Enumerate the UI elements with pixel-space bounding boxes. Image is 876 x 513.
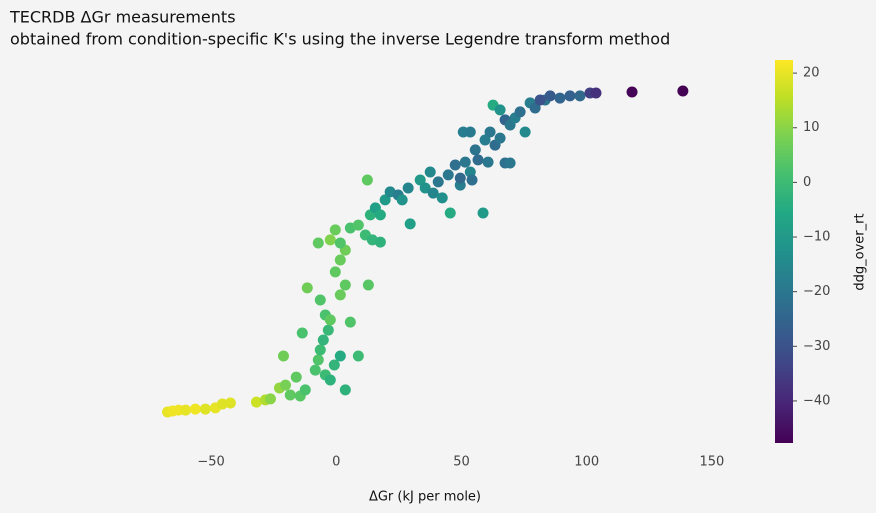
point (296, 327, 308, 339)
point (361, 174, 373, 186)
point (277, 350, 289, 362)
point (414, 174, 426, 186)
point (312, 354, 324, 366)
point (574, 90, 586, 102)
point (344, 316, 356, 328)
colorbar-tick-label: 20 (803, 66, 820, 81)
point (564, 90, 576, 102)
point (494, 104, 506, 116)
point (484, 126, 496, 138)
point (299, 384, 311, 396)
point (224, 397, 236, 409)
colorbar-tick-label: −30 (803, 339, 830, 354)
x-tick-label: 0 (332, 455, 340, 470)
point (554, 92, 566, 104)
colorbar (775, 60, 793, 443)
chart-title: TECRDB ΔGr measurements (9, 8, 236, 27)
point (324, 314, 336, 326)
point (442, 169, 454, 181)
colorbar-tick-label: −10 (803, 230, 830, 245)
point (544, 90, 556, 102)
point (482, 156, 494, 168)
point (534, 94, 546, 106)
point (352, 219, 364, 231)
point (404, 218, 416, 230)
point (339, 384, 351, 396)
point (677, 85, 689, 97)
point (432, 176, 444, 188)
point (472, 154, 484, 166)
point (250, 396, 262, 408)
point (301, 282, 313, 294)
x-tick-label: −50 (197, 455, 224, 470)
colorbar-tick-label: −20 (803, 284, 830, 299)
point (454, 172, 466, 184)
point (279, 379, 291, 391)
colorbar-tick-label: −40 (803, 393, 830, 408)
point (264, 393, 276, 405)
x-tick-label: 100 (574, 455, 599, 470)
point (477, 207, 489, 219)
point (374, 236, 386, 248)
point (339, 279, 351, 291)
point (436, 192, 448, 204)
point (334, 289, 346, 301)
point (328, 359, 340, 371)
point (424, 166, 436, 178)
point (180, 404, 192, 416)
colorbar-tick-label: 10 (803, 120, 820, 135)
point (309, 364, 321, 376)
point (427, 187, 439, 199)
point (334, 254, 346, 266)
point (379, 194, 391, 206)
point (317, 334, 329, 346)
point (444, 207, 456, 219)
point (419, 182, 431, 194)
point (479, 134, 491, 146)
point (464, 126, 476, 138)
point (459, 156, 471, 168)
colorbar-tick-label: 0 (803, 175, 811, 190)
point (216, 398, 228, 410)
point (324, 234, 336, 246)
point (529, 102, 541, 114)
point (312, 237, 324, 249)
point (590, 87, 602, 99)
point (329, 266, 341, 278)
point (352, 350, 364, 362)
point (334, 350, 346, 362)
point (314, 294, 326, 306)
point (189, 403, 201, 415)
point (402, 182, 414, 194)
point (469, 144, 481, 156)
point (396, 194, 408, 206)
point (514, 106, 526, 118)
point (314, 344, 326, 356)
point (199, 403, 211, 415)
point (322, 324, 334, 336)
x-axis-label: ΔGr (kJ per mole) (369, 490, 481, 505)
x-tick-label: 150 (700, 455, 725, 470)
point (504, 157, 516, 169)
point (324, 374, 336, 386)
point (290, 371, 302, 383)
point (334, 237, 346, 249)
point (494, 132, 506, 144)
point (284, 389, 296, 401)
colorbar-label: ddg_over_rt (853, 213, 868, 290)
point (374, 209, 386, 221)
point (626, 86, 638, 98)
point (519, 126, 531, 138)
point (466, 174, 478, 186)
x-tick-label: 50 (453, 455, 470, 470)
chart-subtitle: obtained from condition-specific K's usi… (10, 30, 670, 49)
point (449, 159, 461, 171)
point (362, 279, 374, 291)
point (329, 224, 341, 236)
